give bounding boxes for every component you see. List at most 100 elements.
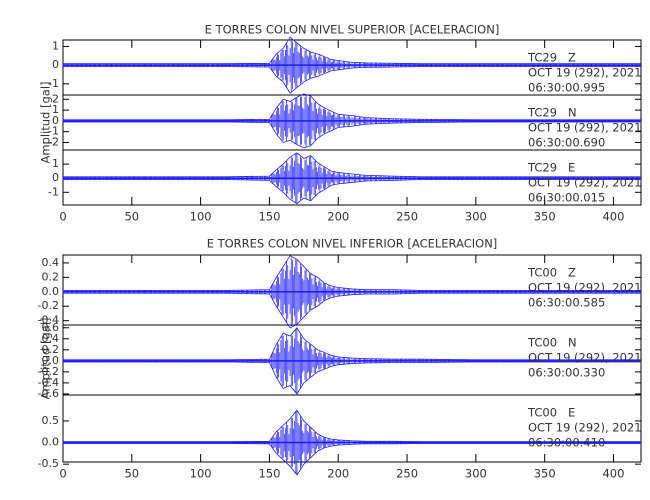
x-tick-label: 350 [534, 467, 556, 481]
waveform-hatch [303, 157, 310, 200]
x-tick-label: 100 [190, 467, 212, 481]
x-tick-label: 150 [258, 210, 280, 224]
envelope-upper [63, 255, 641, 291]
y-tick-label: 2 [52, 92, 59, 105]
waveform-hatch [317, 164, 324, 193]
waveform-hatch [337, 172, 352, 184]
waveform-hatch [365, 117, 393, 125]
waveform-hatch [275, 165, 283, 192]
waveform-hatch [186, 441, 228, 444]
time-label: 06:30:00.410 [528, 436, 605, 450]
y-tick-label: -0.2 [38, 365, 59, 378]
waveform-hatch [145, 359, 186, 362]
envelope-upper [63, 36, 641, 65]
waveform-hatch [275, 335, 283, 387]
waveform-hatch [331, 59, 338, 71]
y-tick-label: 0 [52, 171, 59, 184]
waveform-hatch [310, 427, 317, 458]
waveform-hatch [62, 63, 104, 67]
waveform-hatch [282, 160, 290, 196]
waveform-hatch [62, 441, 104, 444]
waveform-hatch [145, 441, 186, 444]
waveform-hatch [337, 357, 352, 365]
envelope-lower [63, 443, 641, 476]
waveform-hatch [324, 437, 331, 448]
waveform-hatch [103, 63, 145, 67]
waveform-hatch [310, 273, 317, 310]
waveform-hatch [475, 176, 544, 180]
waveform-hatch [475, 119, 544, 122]
waveform-hatch [337, 60, 352, 70]
y-tick-label: 0.0 [42, 285, 60, 298]
x-tick-label: 0 [59, 210, 66, 224]
y-axis-label: Amplitud [gal] [39, 81, 53, 163]
x-tick-label: 0 [59, 467, 66, 481]
station-label: TC29 E [527, 161, 575, 175]
x-tick-label: 100 [190, 210, 212, 224]
y-tick-label: 0 [52, 114, 59, 127]
waveform-hatch [420, 441, 476, 444]
waveform-hatch [324, 352, 331, 369]
y-tick-label: 0.2 [42, 270, 60, 283]
waveform-hatch [365, 441, 393, 444]
y-tick-label: 1 [52, 40, 59, 53]
envelope-upper [63, 152, 641, 178]
waveform-hatch [289, 153, 297, 203]
waveform-hatch [296, 43, 304, 87]
x-tick-label: 250 [396, 467, 418, 481]
time-label: 06:30:00.330 [528, 366, 605, 380]
waveform-hatch [275, 426, 283, 459]
waveform-hatch [544, 119, 641, 122]
y-tick-label: 0.0 [42, 436, 60, 449]
waveform-hatch [282, 334, 290, 387]
panel-frame [62, 394, 642, 463]
waveform-hatch [227, 119, 269, 123]
waveform-hatch [62, 290, 104, 294]
waveform-hatch [186, 290, 228, 294]
y-tick-label: -0.4 [38, 314, 59, 327]
y-tick-label: 0.4 [42, 256, 60, 269]
waveform-hatch [62, 359, 104, 362]
waveform-hatch [303, 341, 310, 381]
waveform-hatch [227, 63, 269, 67]
time-label: 06:30:00.995 [528, 81, 605, 95]
waveform-hatch [227, 176, 269, 181]
waveform-hatch [475, 359, 544, 362]
waveform-hatch [351, 62, 365, 68]
envelope-lower [63, 292, 641, 329]
waveform-hatch [365, 289, 393, 294]
waveform-hatch [310, 52, 317, 79]
waveform-hatch [145, 176, 186, 180]
station-label: TC00 Z [527, 266, 576, 280]
y-tick-label: -1 [48, 125, 59, 138]
waveform-hatch [310, 344, 317, 378]
waveform-hatch [145, 119, 186, 122]
envelope-upper [63, 327, 641, 361]
waveform-hatch [289, 257, 297, 327]
waveform-hatch [227, 289, 269, 294]
chart-title: E TORRES COLON NIVEL INFERIOR [ACELERACI… [207, 237, 498, 251]
waveform-hatch [269, 283, 276, 301]
waveform-hatch [331, 171, 338, 185]
waveform-hatch [392, 289, 420, 294]
envelope-lower [63, 179, 641, 205]
waveform-hatch [296, 260, 304, 324]
y-tick-label: -0.5 [38, 457, 59, 470]
x-tick-label: 50 [124, 210, 139, 224]
waveform-hatch [145, 290, 186, 294]
time-label: 06:30:00.015 [528, 191, 605, 205]
waveform-hatch [269, 58, 276, 72]
waveform-hatch [269, 436, 276, 449]
x-tick-label: 300 [465, 467, 487, 481]
waveform-hatch [317, 435, 324, 451]
x-tick-label: 300 [465, 210, 487, 224]
envelope-lower [63, 121, 641, 149]
waveform-hatch [296, 410, 304, 475]
time-label: 06:30:00.690 [528, 136, 605, 150]
y-tick-label: 0.4 [42, 332, 60, 345]
waveform-hatch [303, 269, 310, 315]
waveform-hatch [282, 422, 290, 464]
envelope-upper [63, 93, 641, 121]
waveform-hatch [324, 56, 331, 74]
